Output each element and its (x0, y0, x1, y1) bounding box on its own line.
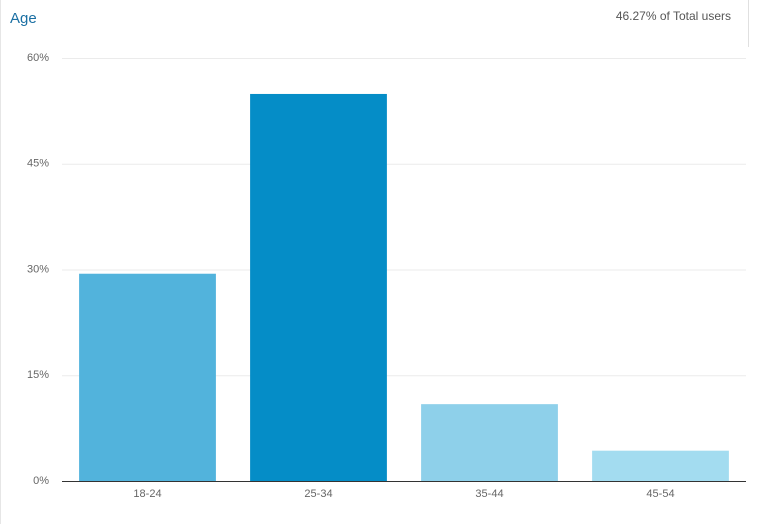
bar (592, 450, 729, 481)
y-tick-label: 15% (27, 369, 49, 381)
y-tick-label: 30% (27, 263, 49, 275)
bar (250, 93, 387, 481)
chart-title: Age (10, 10, 37, 27)
y-tick-label: 45% (27, 158, 49, 170)
x-tick-label: 45-54 (646, 488, 674, 500)
y-tick-label: 0% (33, 475, 49, 487)
y-tick-label: 60% (27, 52, 49, 64)
x-tick-label: 25-34 (304, 488, 332, 500)
x-tick-label: 18-24 (133, 488, 161, 500)
bar (79, 273, 216, 481)
chart-subtitle: 46.27% of Total users (616, 9, 731, 23)
bar (421, 404, 558, 481)
x-tick-label: 35-44 (475, 488, 503, 500)
